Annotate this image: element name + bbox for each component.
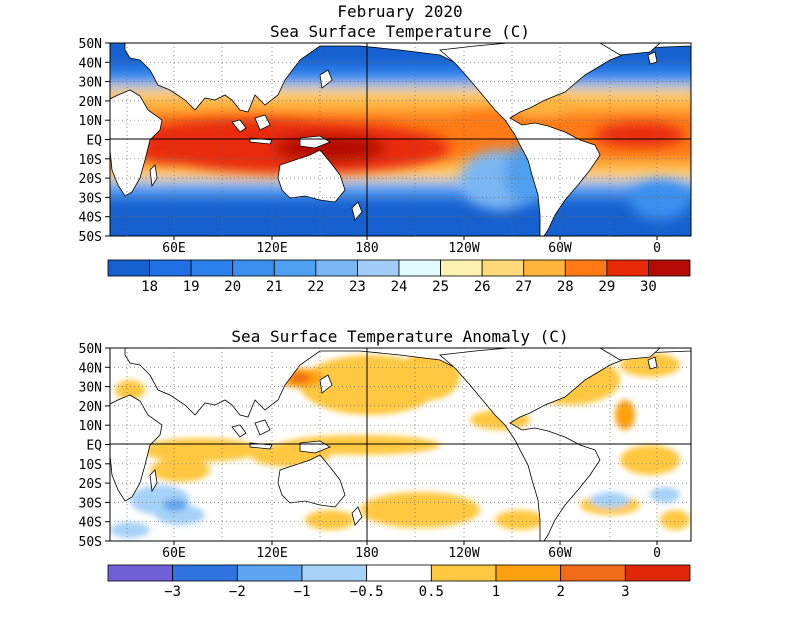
lon-label: 180 (355, 546, 378, 561)
anomaly-lon-labels: 60E 120E 180 120W 60W 0 (162, 541, 661, 561)
lat-label: 40N (79, 361, 102, 376)
colorbar-swatch (366, 564, 432, 582)
lon-label: 60W (548, 241, 572, 256)
colorbar-swatch (232, 259, 275, 277)
colorbar-swatch (481, 259, 525, 277)
lon-label: 120W (448, 546, 479, 561)
lon-label: 0 (653, 241, 661, 256)
colorbar-label: 30 (640, 279, 657, 295)
sst-colorbar: 18 19 20 21 22 23 24 25 26 27 28 29 30 (107, 259, 691, 295)
colorbar-swatch (523, 259, 566, 277)
colorbar-label: 27 (515, 279, 532, 295)
colorbar-label: 18 (141, 279, 158, 295)
lon-label: 180 (355, 241, 378, 256)
colorbar-swatch (430, 564, 497, 582)
colorbar-label: 25 (432, 279, 449, 295)
colorbar-label: 1 (492, 584, 500, 600)
colorbar-label: 24 (391, 279, 408, 295)
colorbar-label: 23 (349, 279, 366, 295)
lat-label: EQ (86, 134, 102, 149)
lat-label: 20N (79, 95, 102, 110)
colorbar-swatch (107, 259, 150, 277)
lat-label: 50N (79, 37, 102, 52)
colorbar-label: 22 (307, 279, 324, 295)
colorbar-label: −2 (229, 584, 246, 600)
lat-label: 30S (79, 191, 102, 206)
lat-label: 30S (79, 496, 102, 511)
colorbar-label: 19 (183, 279, 200, 295)
colorbar-swatch (560, 564, 626, 582)
lat-label: 20S (79, 172, 102, 187)
lon-label: 0 (653, 546, 661, 561)
colorbar-label: 21 (266, 279, 283, 295)
colorbar-swatch (357, 259, 400, 277)
colorbar-label: −1 (294, 584, 311, 600)
lat-label: 40S (79, 211, 102, 226)
anomaly-lat-labels: 50N 40N 30N 20N 10N EQ 10S 20S 30S 40S 50S (79, 342, 110, 550)
colorbar-label: 29 (598, 279, 615, 295)
lat-label: 10N (79, 114, 102, 129)
lon-label: 120E (256, 546, 287, 561)
lon-label: 120E (256, 241, 287, 256)
lat-label: 40N (79, 56, 102, 71)
colorbar-label: 0.5 (419, 584, 444, 600)
colorbar-label: −3 (164, 584, 181, 600)
colorbar-swatch (564, 259, 608, 277)
colorbar-label: 28 (557, 279, 574, 295)
figure-title: February 2020 (337, 2, 463, 21)
lat-label: 40S (79, 516, 102, 531)
colorbar-swatch (190, 259, 234, 277)
anomaly-colorbar: −3 −2 −1 −0.5 0.5 1 2 3 (107, 564, 691, 600)
sst-panel-title: Sea Surface Temperature (C) (269, 22, 531, 41)
sst-lat-labels: 50N 40N 30N 20N 10N EQ 10S 20S 30S 40S 50S (79, 37, 110, 245)
sst-map (110, 43, 691, 236)
lat-label: 20N (79, 400, 102, 415)
lon-label: 120W (448, 241, 479, 256)
colorbar-swatch (606, 259, 649, 277)
colorbar-swatch (624, 564, 691, 582)
colorbar-label: 3 (621, 584, 629, 600)
lat-label: 50S (79, 535, 102, 550)
colorbar-swatch (236, 564, 303, 582)
lat-label: 50N (79, 342, 102, 357)
colorbar-swatch (398, 259, 441, 277)
sst-lon-labels: 60E 120E 180 120W 60W 0 (162, 236, 661, 256)
lat-label: 20S (79, 477, 102, 492)
lat-label: EQ (86, 439, 102, 454)
colorbar-label: 2 (556, 584, 564, 600)
colorbar-swatch (273, 259, 317, 277)
lon-label: 60E (162, 546, 185, 561)
colorbar-swatch (648, 259, 691, 277)
lat-label: 10N (79, 419, 102, 434)
lon-label: 60W (548, 546, 572, 561)
lat-label: 10S (79, 153, 102, 168)
colorbar-swatch (495, 564, 562, 582)
lat-label: 50S (79, 230, 102, 245)
colorbar-label: 20 (224, 279, 241, 295)
colorbar-label: −0.5 (350, 584, 384, 600)
lat-label: 10S (79, 458, 102, 473)
colorbar-swatch (440, 259, 483, 277)
colorbar-swatch (149, 259, 192, 277)
lon-label: 60E (162, 241, 185, 256)
colorbar-label: 26 (474, 279, 491, 295)
anomaly-land-masses (110, 348, 691, 541)
lat-label: 30N (79, 381, 102, 396)
colorbar-swatch (172, 564, 238, 582)
lat-label: 30N (79, 76, 102, 91)
anomaly-panel-title: Sea Surface Temperature Anomaly (C) (231, 327, 569, 346)
colorbar-swatch (301, 564, 368, 582)
colorbar-swatch (315, 259, 358, 277)
colorbar-swatch (107, 564, 174, 582)
